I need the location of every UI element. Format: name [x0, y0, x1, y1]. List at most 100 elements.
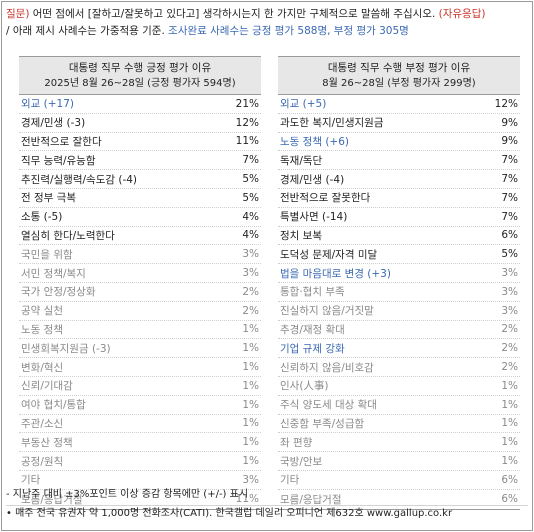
- table-row: 국민을 위함 3%: [19, 245, 261, 265]
- sample-note-detail: 조사완료 사례수는 긍정 평가 588명, 부정 평가 305명: [168, 25, 409, 37]
- negative-table-rows: 외교 (+5) 12% 과도한 복지/민생지원금 9% 노동 정책 (+6) 9% 독재/독…: [278, 95, 520, 510]
- negative-table-subtitle: 8월 26~28일 (부정 평가자 299명): [322, 78, 476, 89]
- table-row: 경제/민생 (-4) 7%: [278, 170, 520, 189]
- reason-label: 노동 정책 (+6): [280, 135, 349, 148]
- reason-percent: 21%: [235, 97, 259, 110]
- reason-percent: 4%: [242, 210, 259, 223]
- reason-percent: 11%: [235, 135, 259, 148]
- reason-percent: 9%: [501, 135, 518, 148]
- table-row: 소통 (-5) 4%: [19, 208, 261, 227]
- reason-percent: 3%: [242, 267, 259, 280]
- positive-table-rows: 외교 (+17) 21% 경제/민생 (-3) 12% 전반적으로 잘한다 11% 직무 능…: [19, 95, 261, 510]
- table-row: 열심히 한다/노력한다 4%: [19, 227, 261, 246]
- reason-label: 소통 (-5): [21, 211, 63, 224]
- reason-label: 추진력/실행력/속도감 (-4): [21, 173, 138, 186]
- table-row: 주식 양도세 대상 확대 1%: [278, 396, 520, 415]
- table-row: 과도한 복지/민생지원금 9%: [278, 114, 520, 133]
- positive-table-title: 대통령 직무 수행 긍정 평가 이유: [68, 62, 212, 74]
- reason-label: 기타: [280, 474, 300, 487]
- table-row: 기타 3%: [19, 471, 261, 490]
- reason-percent: 2%: [242, 304, 259, 317]
- table-row: 국방/안보 1%: [278, 452, 520, 471]
- table-row: 부동산 정책 1%: [19, 433, 261, 453]
- source-footnote: • 매주 전국 유권자 약 1,000명 전화조사(CATI). 한국갤럽 데일…: [6, 508, 453, 519]
- reason-percent: 12%: [494, 97, 518, 110]
- reason-percent: 5%: [501, 248, 518, 261]
- reason-percent: 5%: [242, 173, 259, 186]
- reason-label: 정치 보복: [280, 229, 322, 242]
- table-row: 기타 6%: [278, 471, 520, 490]
- positive-table-header: 대통령 직무 수행 긍정 평가 이유 2025년 8월 26~28일 (긍정 평…: [19, 57, 261, 95]
- table-row: 신뢰/기대감 1%: [19, 377, 261, 396]
- table-row: 공약 실천 2%: [19, 302, 261, 321]
- reason-label: 특별사면 (-14): [280, 211, 348, 224]
- table-row: 통합·협치 부족 3%: [278, 283, 520, 302]
- table-row: 외교 (+5) 12%: [278, 95, 520, 114]
- reason-percent: 4%: [242, 229, 259, 242]
- reason-percent: 7%: [501, 191, 518, 204]
- positive-reasons-table: 대통령 직무 수행 긍정 평가 이유 2025년 8월 26~28일 (긍정 평…: [19, 56, 261, 510]
- negative-table-title: 대통령 직무 수행 부정 평가 이유: [327, 62, 471, 74]
- reason-label: 외교 (+5): [280, 98, 327, 111]
- reason-label: 민생회복지원금 (-3): [21, 342, 111, 355]
- reason-percent: 6%: [501, 493, 518, 506]
- reason-label: 여야 협치/통합: [21, 399, 86, 412]
- change-footnote: - 지난주 대비 ±3%포인트 이상 증감 항목에만 (+/-) 표시: [6, 489, 249, 500]
- reason-label: 신중함 부족/성급함: [280, 417, 365, 430]
- reason-percent: 1%: [242, 379, 259, 392]
- table-row: 노동 정책 (+6) 9%: [278, 133, 520, 152]
- reason-percent: 1%: [242, 417, 259, 430]
- question-text: 어떤 점에서 [잘하고/잘못하고 있다고] 생각하시는지 한 가지만 구체적으로…: [29, 8, 436, 20]
- reason-label: 신뢰하지 않음/비호감: [280, 361, 374, 374]
- reason-percent: 9%: [501, 116, 518, 129]
- reason-label: 전 정부 극복: [21, 192, 76, 205]
- table-row: 변화/혁신 1%: [19, 358, 261, 377]
- table-row: 독재/독단 7%: [278, 151, 520, 171]
- reason-label: 직무 능력/유능함: [21, 154, 96, 167]
- reason-label: 전반적으로 잘한다: [21, 135, 102, 148]
- reason-label: 인사(人事): [280, 380, 329, 393]
- table-row: 추경/재정 확대 2%: [278, 321, 520, 340]
- table-row: 전반적으로 잘한다 11%: [19, 133, 261, 152]
- table-row: 정치 보복 6%: [278, 227, 520, 246]
- negative-reasons-table: 대통령 직무 수행 부정 평가 이유 8월 26~28일 (부정 평가자 299…: [278, 56, 520, 510]
- reason-label: 전반적으로 잘못한다: [280, 192, 371, 205]
- positive-table-subtitle: 2025년 8월 26~28일 (긍정 평가자 594명): [44, 78, 236, 89]
- table-row: 직무 능력/유능함 7%: [19, 151, 261, 171]
- reason-percent: 2%: [501, 361, 518, 374]
- reason-label: 기업 규제 강화: [280, 342, 345, 355]
- table-row: 민생회복지원금 (-3) 1%: [19, 339, 261, 359]
- reason-label: 신뢰/기대감: [21, 380, 73, 393]
- reason-label: 국가 안정/정상화: [21, 286, 96, 299]
- reason-percent: 3%: [501, 267, 518, 280]
- reason-percent: 3%: [242, 473, 259, 486]
- reason-label: 주관/소신: [21, 417, 64, 430]
- reason-label: 외교 (+17): [21, 98, 75, 111]
- reason-label: 경제/민생 (-4): [280, 173, 345, 186]
- reason-percent: 3%: [242, 248, 259, 261]
- reason-label: 기타: [21, 474, 41, 487]
- table-row: 신뢰하지 않음/비호감 2%: [278, 358, 520, 377]
- reason-label: 통합·협치 부족: [280, 286, 345, 299]
- reason-percent: 1%: [242, 342, 259, 355]
- reason-label: 변화/혁신: [21, 361, 64, 374]
- reason-percent: 6%: [501, 473, 518, 486]
- reason-percent: 1%: [242, 361, 259, 374]
- table-row: 도덕성 문제/자격 미달 5%: [278, 245, 520, 265]
- table-row: 인사(人事) 1%: [278, 377, 520, 396]
- reason-percent: 1%: [501, 379, 518, 392]
- reason-percent: 1%: [501, 417, 518, 430]
- table-row: 경제/민생 (-3) 12%: [19, 114, 261, 133]
- reason-percent: 12%: [235, 116, 259, 129]
- answer-type: (자유응답): [438, 8, 486, 20]
- reason-label: 부동산 정책: [21, 436, 73, 449]
- reason-percent: 2%: [242, 285, 259, 298]
- table-row: 기업 규제 강화 2%: [278, 339, 520, 359]
- reason-percent: 3%: [501, 304, 518, 317]
- reason-percent: 7%: [501, 210, 518, 223]
- reason-percent: 1%: [501, 436, 518, 449]
- reason-label: 국방/안보: [280, 455, 323, 468]
- reason-label: 도덕성 문제/자격 미달: [280, 248, 378, 261]
- table-row: 공정/원칙 1%: [19, 452, 261, 471]
